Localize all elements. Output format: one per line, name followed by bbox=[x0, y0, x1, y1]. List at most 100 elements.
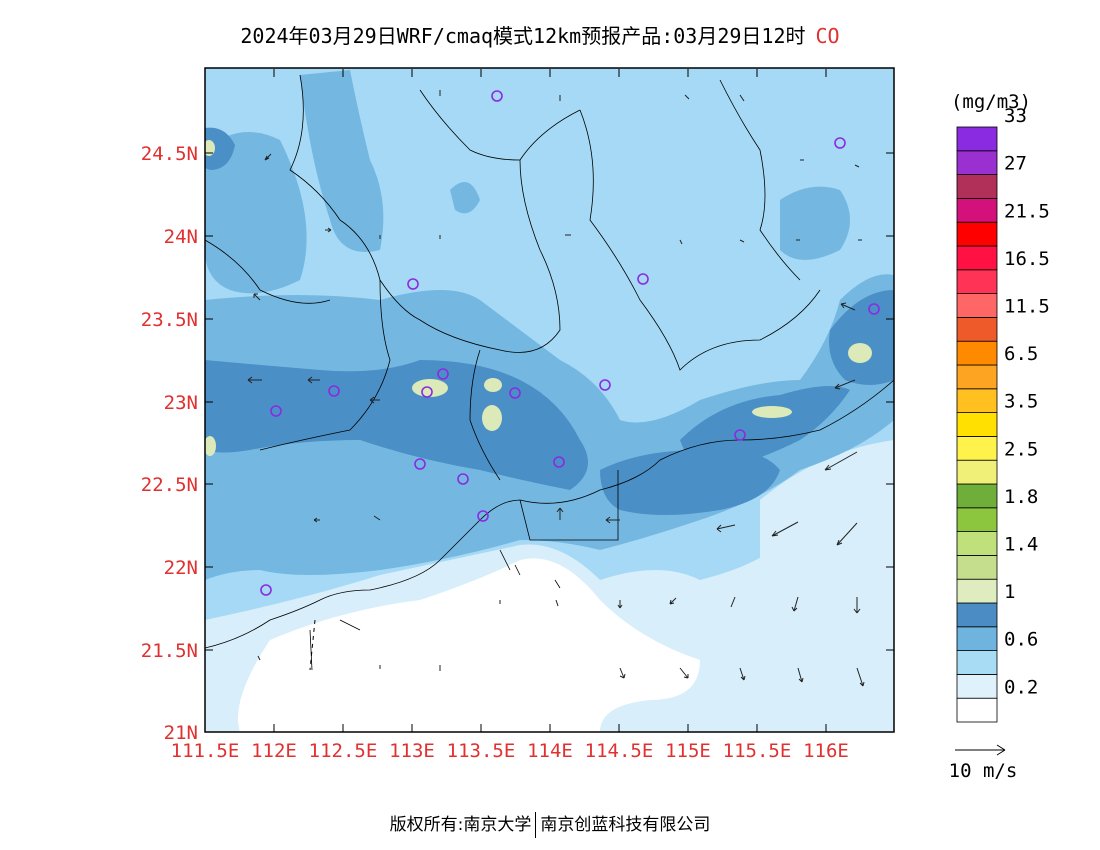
station-marker bbox=[421, 386, 433, 398]
wind-arrow bbox=[836, 522, 858, 546]
wind-arrow bbox=[739, 239, 745, 243]
station-marker bbox=[734, 429, 746, 441]
station-marker bbox=[457, 473, 469, 485]
lon-label: 114E bbox=[527, 740, 573, 762]
high-zone-east bbox=[680, 386, 850, 470]
colorbar-label: 27 bbox=[1004, 153, 1027, 175]
wind-arrow bbox=[264, 153, 272, 161]
footer-separator bbox=[535, 812, 537, 838]
hotspot-4 bbox=[752, 406, 792, 418]
station-marker bbox=[599, 379, 611, 391]
colorbar-label: 0.2 bbox=[1004, 676, 1038, 698]
colorbar-swatch bbox=[956, 650, 998, 675]
colorbar-swatch bbox=[956, 364, 998, 390]
colorbar-swatch bbox=[956, 459, 998, 485]
colorbar-swatch bbox=[956, 412, 998, 437]
mid-zone-ne2 bbox=[450, 182, 480, 214]
colorbar-swatch bbox=[956, 340, 998, 366]
lat-label: 23.5N bbox=[141, 309, 198, 331]
hotspot-7 bbox=[205, 436, 216, 456]
high-zone-nw bbox=[205, 127, 235, 170]
colorbar-unit: (mg/m3) bbox=[951, 91, 1031, 113]
wind-arrow bbox=[669, 597, 677, 605]
colorbar bbox=[956, 126, 998, 723]
wind-arrow bbox=[556, 507, 564, 520]
wind-reference-label: 10 m/s bbox=[949, 760, 1018, 782]
wind-arrow bbox=[791, 596, 799, 612]
station-marker bbox=[407, 278, 419, 290]
axis-ticks bbox=[204, 69, 894, 732]
colorbar-swatch bbox=[956, 245, 998, 271]
colorbar-swatch bbox=[956, 435, 998, 461]
station-marker bbox=[834, 137, 846, 149]
colorbar-label: 2.5 bbox=[1004, 438, 1038, 460]
lon-label: 113.5E bbox=[447, 740, 516, 762]
colorbar-swatch bbox=[956, 602, 998, 628]
wind-arrow bbox=[325, 227, 332, 233]
wind-arrow bbox=[856, 667, 865, 687]
station-marker bbox=[260, 584, 272, 596]
wind-arrow bbox=[313, 517, 320, 523]
station-marker bbox=[328, 385, 340, 397]
station-marker bbox=[270, 405, 282, 417]
hotspot-2 bbox=[482, 405, 502, 431]
colorbar-label: 21.5 bbox=[1004, 200, 1050, 222]
colorbar-label: 1.4 bbox=[1004, 534, 1038, 556]
wind-arrow bbox=[730, 596, 736, 608]
lon-label: 115E bbox=[665, 740, 711, 762]
lon-label: 114.5E bbox=[585, 740, 654, 762]
lon-label: 112.5E bbox=[309, 740, 378, 762]
lon-label: 111.5E bbox=[171, 740, 240, 762]
dashed-boundary bbox=[309, 619, 316, 671]
sea-clean-zone bbox=[238, 558, 700, 732]
colorbar-swatch bbox=[956, 507, 998, 532]
station-marker bbox=[414, 458, 426, 470]
station-marker bbox=[868, 303, 880, 315]
colorbar-swatch bbox=[956, 578, 998, 604]
colorbar-swatch bbox=[956, 674, 998, 699]
copyright-right: 南京创蓝科技有限公司 bbox=[540, 815, 711, 835]
colorbar-swatch bbox=[956, 697, 998, 723]
lon-label: 113E bbox=[389, 740, 435, 762]
colorbar-labels: 0.2 0.6 1 1.4 1.8 2.5 3.5 6.5 11.5 16.5 21.5 27 33 bbox=[1004, 105, 1050, 698]
lon-label: 115.5E bbox=[723, 740, 792, 762]
colorbar-label: 16.5 bbox=[1004, 248, 1050, 270]
wind-arrow bbox=[684, 94, 690, 100]
station-marker bbox=[637, 273, 649, 285]
colorbar-swatch bbox=[956, 269, 998, 294]
colorbar-label: 3.5 bbox=[1004, 391, 1038, 413]
colorbar-swatch bbox=[956, 150, 998, 176]
wind-arrow bbox=[679, 239, 683, 245]
chart-title: 2024年03月29日WRF/cmaq模式12km预报产品:03月29日12时 C… bbox=[0, 20, 1080, 49]
wind-arrow bbox=[679, 667, 689, 679]
station-marker bbox=[553, 456, 565, 468]
wind-arrow bbox=[739, 667, 746, 681]
colorbar-label: 33 bbox=[1004, 105, 1027, 127]
lat-label: 24.5N bbox=[141, 143, 198, 165]
wind-arrow bbox=[854, 164, 860, 168]
mid-zone-northeast bbox=[780, 186, 850, 260]
colorbar-swatch bbox=[956, 197, 998, 223]
wind-arrow bbox=[771, 521, 799, 537]
wind-vectors bbox=[247, 90, 865, 687]
sea-low-east bbox=[760, 440, 894, 732]
colorbar-label: 1.8 bbox=[1004, 486, 1038, 508]
lon-label: 116E bbox=[803, 740, 849, 762]
colorbar-label: 11.5 bbox=[1004, 296, 1050, 318]
colorbar-swatch bbox=[956, 555, 998, 580]
title-species: CO bbox=[815, 24, 840, 48]
hotspot-5 bbox=[848, 343, 872, 363]
admin-boundaries bbox=[205, 74, 894, 649]
colorbar-label: 0.6 bbox=[1004, 629, 1038, 651]
wind-arrow bbox=[257, 655, 261, 661]
colorbar-swatch bbox=[956, 174, 998, 199]
colorbar-swatch bbox=[956, 293, 998, 318]
wind-arrow bbox=[247, 376, 262, 384]
high-zone-west bbox=[205, 360, 588, 490]
copyright-left: 版权所有:南京大学 bbox=[389, 815, 532, 835]
concentration-field bbox=[205, 68, 894, 732]
wind-arrow bbox=[617, 600, 623, 609]
colorbar-swatch bbox=[956, 388, 998, 413]
colorbar-swatch bbox=[956, 626, 998, 651]
